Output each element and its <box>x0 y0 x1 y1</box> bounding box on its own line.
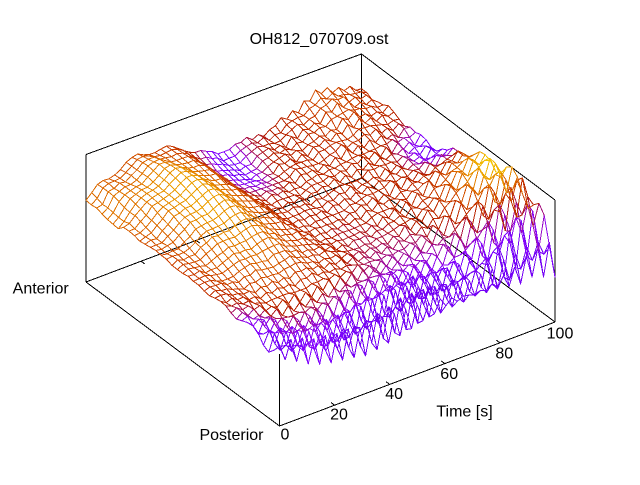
svg-text:0: 0 <box>281 427 290 444</box>
svg-text:Time [s]: Time [s] <box>436 403 492 420</box>
svg-text:Posterior: Posterior <box>199 427 264 444</box>
svg-text:100: 100 <box>547 326 574 343</box>
svg-text:20: 20 <box>330 406 348 423</box>
svg-text:40: 40 <box>385 386 403 403</box>
svg-text:60: 60 <box>440 366 458 383</box>
svg-text:OH812_070709.ost: OH812_070709.ost <box>250 31 389 48</box>
svg-text:Anterior: Anterior <box>13 281 70 298</box>
svg-text:80: 80 <box>495 346 513 363</box>
